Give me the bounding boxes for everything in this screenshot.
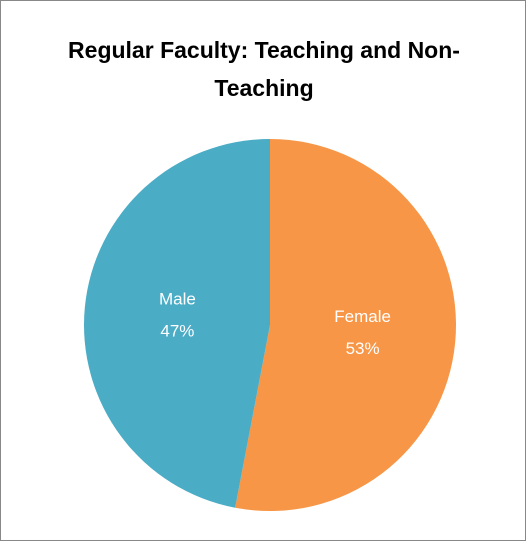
slice-value-label: 47% <box>160 322 194 341</box>
slice-value-label: 53% <box>346 339 380 358</box>
slice-label: Female <box>334 307 391 326</box>
pie-slice <box>235 139 457 511</box>
pie-slice <box>84 139 270 508</box>
slice-label: Male <box>159 290 196 309</box>
chart-title: Regular Faculty: Teaching and Non-Teachi… <box>68 37 460 101</box>
